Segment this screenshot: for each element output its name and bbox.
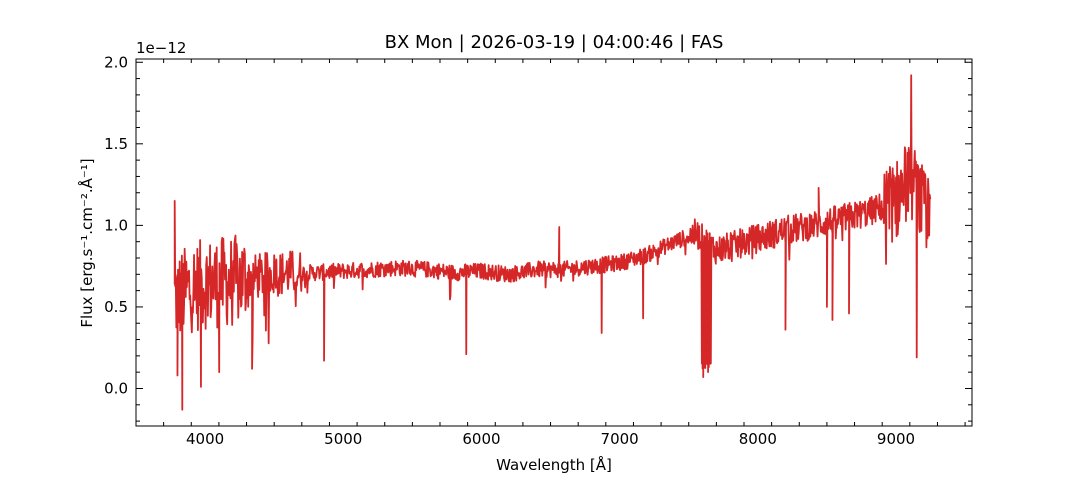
plot-layer (173, 74, 932, 411)
y-tick-label: 0.5 (104, 298, 128, 316)
y-axis-label: Flux [erg.s⁻¹.cm⁻².Å⁻¹] (77, 158, 96, 327)
chart-title: BX Mon | 2026-03-19 | 04:00:46 | FAS (385, 32, 724, 53)
x-tick-label: 9000 (877, 430, 915, 448)
x-tick-label: 8000 (739, 430, 777, 448)
y-offset-label: 1e−12 (136, 39, 186, 57)
x-tick-label: 7000 (601, 430, 639, 448)
spectrum-line (173, 74, 932, 411)
x-axis-label: Wavelength [Å] (496, 455, 612, 474)
x-tick-label: 6000 (462, 430, 500, 448)
y-axis: 0.0 0.5 1.0 1.5 2.0 (104, 53, 972, 422)
plot-frame (135, 58, 973, 427)
y-tick-label: 0.0 (104, 379, 128, 397)
y-tick-label: 1.5 (104, 135, 128, 153)
x-axis: 4000 5000 6000 7000 8000 9000 (135, 59, 966, 448)
x-tick-label: 5000 (324, 430, 362, 448)
y-tick-label: 2.0 (104, 53, 128, 71)
y-tick-label: 1.0 (104, 216, 128, 234)
x-tick-label: 4000 (186, 430, 224, 448)
